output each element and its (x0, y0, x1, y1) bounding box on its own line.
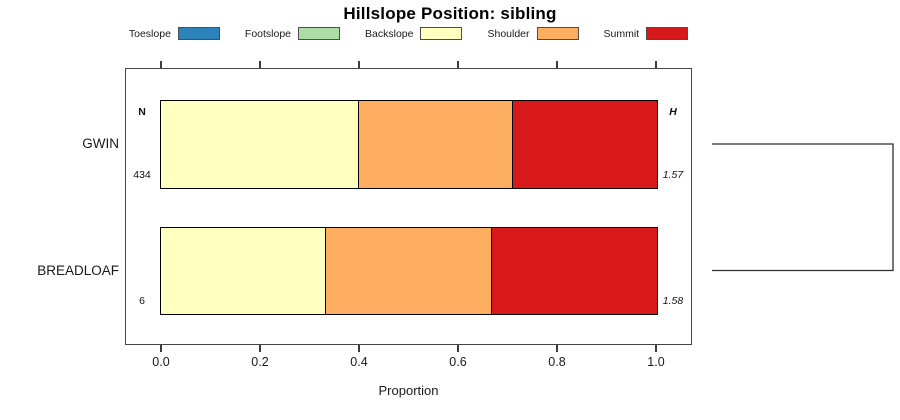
legend-item-footslope: Footslope (244, 27, 341, 40)
bar-segment-backslope (160, 100, 359, 188)
legend-label: Footslope (244, 27, 292, 40)
x-tick-bottom (457, 345, 459, 352)
chart-title: Hillslope Position: sibling (343, 4, 557, 23)
legend-swatch-shoulder (536, 27, 579, 40)
legend-label: Backslope (365, 27, 414, 40)
x-tick-top (556, 61, 558, 68)
legend-swatch-toeslope (177, 27, 220, 40)
y-axis-label-gwin: GWIN (82, 136, 119, 151)
x-tick-top (358, 61, 360, 68)
bar-segment-backslope (160, 227, 325, 314)
annotation-h-value: 1.57 (662, 169, 684, 181)
y-axis-label-breadloaf: BREADLOAF (37, 262, 119, 278)
bar-segment-summit (512, 100, 657, 188)
x-tick-bottom (259, 345, 261, 352)
x-tick-bottom (655, 345, 657, 352)
x-tick-label: 0.8 (548, 355, 566, 369)
x-axis-title: Proportion (378, 383, 439, 398)
legend-swatch-footslope (298, 27, 341, 40)
legend: Toeslope Footslope Backslope Shoulder Summit (125, 25, 692, 42)
legend-item-backslope: Backslope (365, 27, 463, 40)
x-tick-bottom (358, 345, 360, 352)
legend-swatch-summit (646, 27, 689, 40)
legend-label: Summit (603, 27, 640, 40)
x-tick-label: 1.0 (647, 355, 665, 369)
annotation-h-value: 1.58 (662, 295, 684, 307)
annotation-n-value: 434 (133, 169, 151, 181)
legend-swatch-backslope (420, 27, 463, 40)
annotation-h-header: H (669, 106, 677, 118)
legend-item-summit: Summit (604, 27, 689, 40)
x-tick-bottom (160, 345, 162, 352)
annotation-n-value: 6 (139, 295, 145, 307)
legend-item-toeslope: Toeslope (129, 27, 220, 40)
x-tick-label: 0.6 (449, 355, 467, 369)
bar-segment-shoulder (358, 100, 513, 188)
x-tick-label: 0.4 (350, 355, 368, 369)
bar-segment-shoulder (325, 227, 491, 314)
x-tick-top (160, 61, 162, 68)
x-tick-top (655, 61, 657, 68)
x-tick-bottom (556, 345, 558, 352)
x-tick-label: 0.2 (251, 355, 269, 369)
legend-item-shoulder: Shoulder (487, 27, 579, 40)
bar-segment-summit (491, 227, 657, 314)
bar-row (159, 99, 658, 189)
x-tick-label: 0.0 (152, 355, 170, 369)
legend-label: Shoulder (487, 27, 530, 40)
legend-label: Toeslope (128, 27, 171, 40)
annotation-n-header: N (138, 106, 146, 118)
x-tick-top (457, 61, 459, 68)
x-tick-top (259, 61, 261, 68)
bar-row (159, 226, 658, 315)
